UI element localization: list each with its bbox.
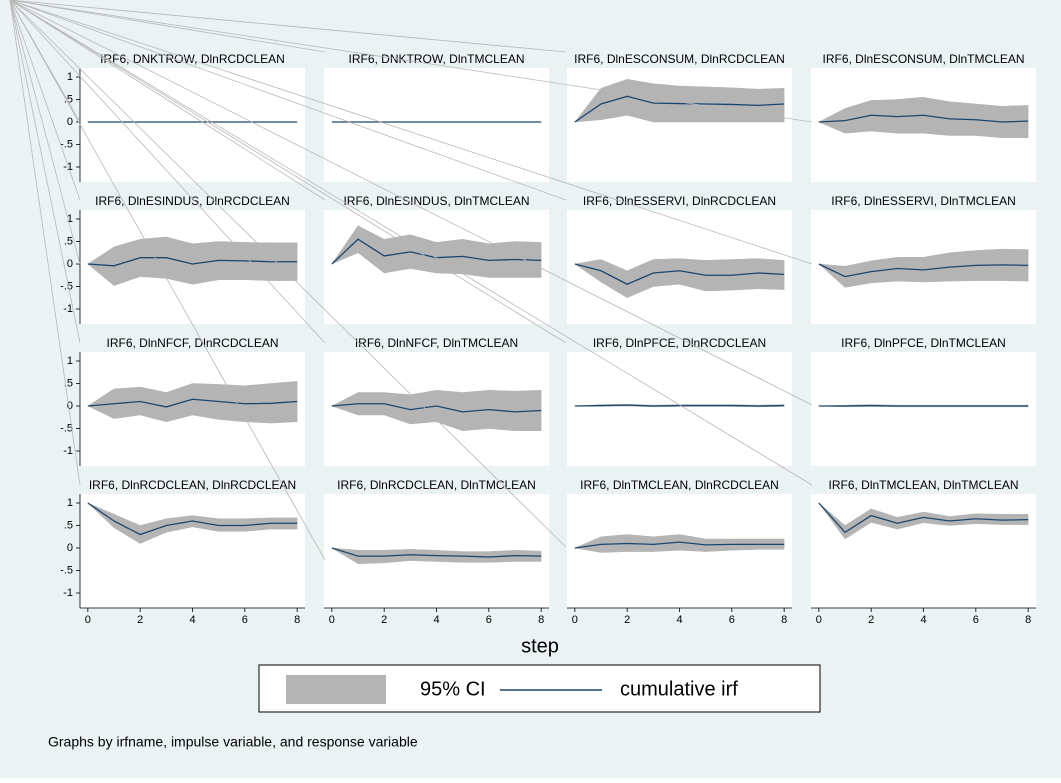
y-tick-label: .5 xyxy=(64,235,73,247)
x-tick-label: 4 xyxy=(676,614,682,626)
panel-title: IRF6, DlnESINDUS, DlnTMCLEAN xyxy=(343,194,529,208)
x-tick-label: 2 xyxy=(868,614,874,626)
x-tick-label: 8 xyxy=(538,614,544,626)
panels: IRF6, DNKTROW, DlnRCDCLEAN-1-.50.51IRF6,… xyxy=(60,52,1036,626)
y-tick-label: -.5 xyxy=(60,564,73,576)
x-tick-label: 4 xyxy=(189,614,195,626)
x-tick-label: 0 xyxy=(85,614,91,626)
x-tick-label: 8 xyxy=(1025,614,1031,626)
panel-title: IRF6, DlnESCONSUM, DlnRCDCLEAN xyxy=(574,52,785,66)
x-tick-label: 6 xyxy=(973,614,979,626)
panel-title: IRF6, DlnRCDCLEAN, DlnRCDCLEAN xyxy=(89,478,296,492)
x-tick-label: 8 xyxy=(294,614,300,626)
panel-background xyxy=(567,352,792,466)
y-tick-label: -1 xyxy=(63,303,73,315)
x-tick-label: 2 xyxy=(624,614,630,626)
x-tick-label: 6 xyxy=(242,614,248,626)
panel-title: IRF6, DlnTMCLEAN, DlnRCDCLEAN xyxy=(580,478,779,492)
y-tick-label: 0 xyxy=(67,542,73,554)
x-tick-label: 4 xyxy=(433,614,439,626)
panel-background xyxy=(80,494,305,608)
panel-title: IRF6, DlnESINDUS, DlnRCDCLEAN xyxy=(95,194,290,208)
x-tick-label: 2 xyxy=(137,614,143,626)
panel-title: IRF6, DlnESSERVI, DlnRCDCLEAN xyxy=(583,194,776,208)
x-tick-label: 4 xyxy=(920,614,926,626)
panel-title: IRF6, DlnNFCF, DlnTMCLEAN xyxy=(355,336,518,350)
x-tick-label: 6 xyxy=(729,614,735,626)
x-axis-title: step xyxy=(521,635,559,657)
y-tick-label: 1 xyxy=(67,497,73,509)
panel-title: IRF6, DlnPFCE, DlnTMCLEAN xyxy=(841,336,1006,350)
panel-title: IRF6, DlnESCONSUM, DlnTMCLEAN xyxy=(822,52,1024,66)
y-tick-label: -1 xyxy=(63,445,73,457)
x-tick-label: 6 xyxy=(486,614,492,626)
panel-background xyxy=(811,352,1036,466)
y-tick-label: 0 xyxy=(67,258,73,270)
panel-title: IRF6, DlnTMCLEAN, DlnTMCLEAN xyxy=(828,478,1018,492)
y-tick-label: -1 xyxy=(63,587,73,599)
y-tick-label: 1 xyxy=(67,71,73,83)
panel-title: IRF6, DlnRCDCLEAN, DlnTMCLEAN xyxy=(337,478,536,492)
x-tick-label: 0 xyxy=(572,614,578,626)
panel-title: IRF6, DNKTROW, DlnTMCLEAN xyxy=(348,52,524,66)
y-tick-label: 1 xyxy=(67,355,73,367)
y-tick-label: -.5 xyxy=(60,280,73,292)
panel-title: IRF6, DlnESSERVI, DlnTMCLEAN xyxy=(831,194,1016,208)
panel-background xyxy=(567,68,792,182)
panel-background xyxy=(80,68,305,182)
x-tick-label: 8 xyxy=(781,614,787,626)
x-tick-label: 0 xyxy=(816,614,822,626)
legend-swatch xyxy=(286,675,386,704)
y-tick-label: .5 xyxy=(64,519,73,531)
note: Graphs by irfname, impulse variable, and… xyxy=(48,734,418,750)
x-tick-label: 0 xyxy=(329,614,335,626)
x-tick-label: 2 xyxy=(381,614,387,626)
legend-label: cumulative irf xyxy=(620,678,738,700)
panel-title: IRF6, DlnNFCF, DlnRCDCLEAN xyxy=(106,336,278,350)
legend-label: 95% CI xyxy=(420,678,486,700)
y-tick-label: 0 xyxy=(67,116,73,128)
panel-background xyxy=(811,494,1036,608)
